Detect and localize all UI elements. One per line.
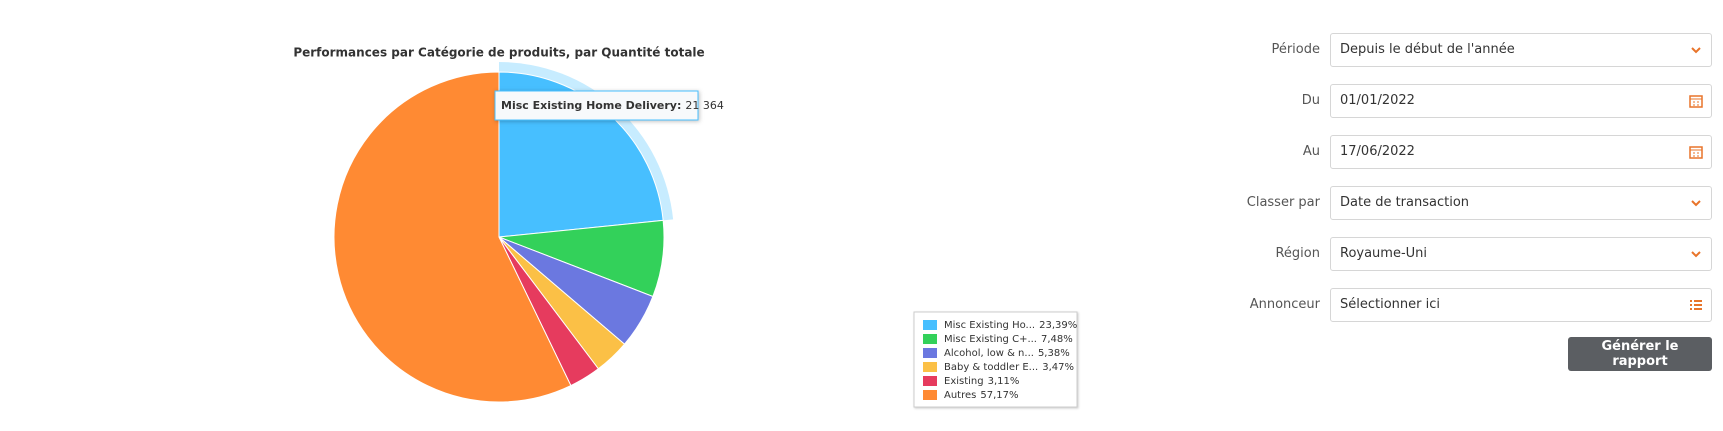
generate-button[interactable]: Générer le rapport xyxy=(1568,337,1712,371)
list-icon xyxy=(1690,300,1702,310)
field-label: Annonceur xyxy=(1249,297,1320,312)
field-label: Période xyxy=(1271,42,1320,57)
field-value: Date de transaction xyxy=(1340,195,1470,210)
form-row: Période Depuis le début de l'année xyxy=(1200,33,1712,67)
legend-value: 5,38% xyxy=(1038,348,1070,359)
legend-label: Autres 57,17% xyxy=(944,390,1019,401)
legend-label: Alcohol, low & n... 5,38% xyxy=(944,348,1070,359)
legend-swatch xyxy=(923,376,937,386)
chart-title: Performances par Catégorie de produits, … xyxy=(293,46,704,60)
tooltip-value: 21 364 xyxy=(685,99,724,112)
date-input[interactable]: 17/06/2022 xyxy=(1330,135,1712,169)
calendar-icon xyxy=(1689,146,1703,159)
form-row: Annonceur Sélectionner ici xyxy=(1200,288,1712,322)
chevron-icon xyxy=(1691,47,1701,54)
pie-slice xyxy=(333,71,572,403)
legend-name: Alcohol, low & n... xyxy=(944,348,1034,359)
chevron-icon xyxy=(1691,200,1701,207)
legend-name: Autres xyxy=(944,390,976,401)
field-label: Classer par xyxy=(1246,195,1320,210)
calendar-icon xyxy=(1689,95,1703,108)
field-value: 17/06/2022 xyxy=(1340,144,1415,159)
legend-swatch xyxy=(923,320,937,330)
field-value: Depuis le début de l'année xyxy=(1340,42,1515,57)
chevron-icon xyxy=(1691,251,1701,258)
legend-swatch xyxy=(923,390,937,400)
legend-name: Misc Existing C+... xyxy=(944,334,1037,345)
field-label: Du xyxy=(1301,93,1320,108)
legend-value: 3,11% xyxy=(988,376,1020,387)
legend-swatch xyxy=(923,362,937,372)
tooltip-text: Misc Existing Home Delivery: 21 364 xyxy=(501,99,724,112)
multi-select[interactable]: Sélectionner ici xyxy=(1330,288,1712,322)
legend-box xyxy=(913,311,1078,408)
legend-swatch xyxy=(923,348,937,358)
legend-value: 7,48% xyxy=(1041,334,1073,345)
select[interactable]: Date de transaction xyxy=(1330,186,1712,220)
legend-name: Existing xyxy=(944,376,984,387)
legend-name: Misc Existing Ho... xyxy=(944,320,1035,331)
legend-value: 3,47% xyxy=(1042,362,1074,373)
legend-label: Misc Existing Ho... 23,39% xyxy=(944,320,1077,331)
legend-value: 57,17% xyxy=(980,390,1018,401)
tooltip-name: Misc Existing Home Delivery: xyxy=(501,99,681,112)
field-value: Sélectionner ici xyxy=(1340,297,1440,312)
legend-label: Baby & toddler E... 3,47% xyxy=(944,362,1074,373)
field-value: Royaume-Uni xyxy=(1340,246,1428,261)
form-row: Du 01/01/2022 xyxy=(1200,84,1712,118)
chart: Performances par Catégorie de produits, … xyxy=(293,46,1078,408)
legend-value: 23,39% xyxy=(1039,320,1077,331)
field-label: Au xyxy=(1302,144,1320,159)
field-label: Région xyxy=(1275,246,1320,261)
date-input[interactable]: 01/01/2022 xyxy=(1330,84,1712,118)
select[interactable]: Royaume-Uni xyxy=(1330,237,1712,271)
legend-swatch xyxy=(923,334,937,344)
form-row: Classer par Date de transaction xyxy=(1200,186,1712,220)
field-value: 01/01/2022 xyxy=(1340,93,1415,108)
legend-label: Misc Existing C+... 7,48% xyxy=(944,334,1073,345)
select[interactable]: Depuis le début de l'année xyxy=(1330,33,1712,67)
legend-name: Baby & toddler E... xyxy=(944,362,1038,373)
tooltip-box xyxy=(494,90,699,121)
legend-label: Existing 3,11% xyxy=(944,376,1019,387)
form-row: Au 17/06/2022 xyxy=(1200,135,1712,169)
form-row: Région Royaume-Uni xyxy=(1200,237,1712,271)
